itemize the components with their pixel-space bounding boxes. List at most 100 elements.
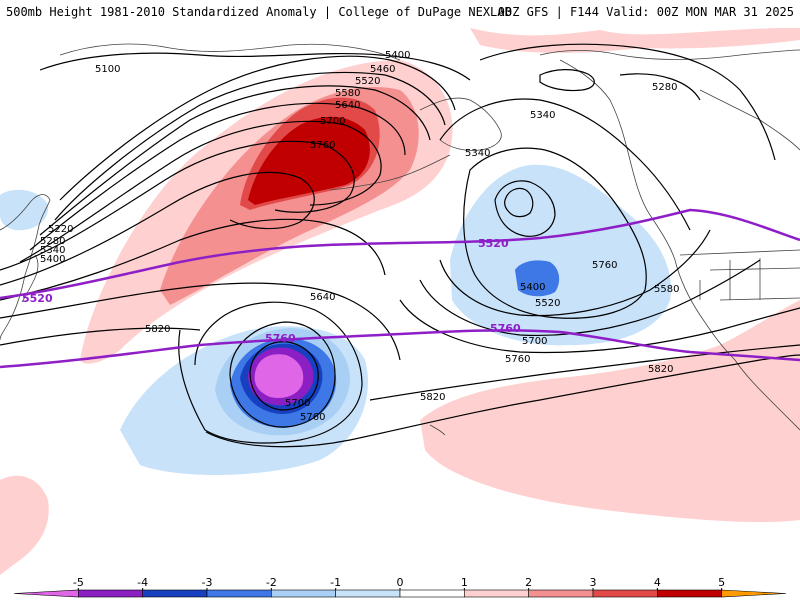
border-states	[679, 249, 800, 301]
highlight-contour-5520	[0, 208, 800, 300]
highlight-label: 5760	[490, 322, 521, 335]
colorbar-swatch	[464, 589, 529, 598]
height-contour-labels: 5100 5400 5460 5520 5580 5640 5700 5760 …	[40, 50, 679, 423]
contour-label: 5760	[310, 140, 335, 151]
map-panel[interactable]: 5100 5400 5460 5520 5580 5640 5700 5760 …	[0, 24, 800, 576]
colorbar-tick-label: 3	[590, 576, 597, 589]
contour-label: 5640	[335, 100, 360, 111]
contour-label: 5100	[95, 64, 120, 75]
contour-label: 5340	[530, 110, 555, 121]
height-contour	[54, 71, 446, 221]
height-contour	[39, 85, 431, 236]
contour-label: 5520	[535, 298, 560, 309]
height-contour	[504, 187, 534, 218]
contour-label: 5340	[40, 245, 65, 256]
height-contour	[494, 180, 556, 237]
highlight-label: 5760	[265, 332, 296, 345]
height-contour	[0, 140, 355, 271]
coastline-greenland	[699, 89, 800, 151]
height-contour	[205, 354, 800, 448]
colorbar-swatch	[271, 589, 336, 598]
positive-anomaly-region	[420, 300, 800, 523]
colorbar-swatch	[721, 589, 787, 598]
contour-label: 5640	[310, 292, 335, 303]
negative-anomaly-region	[254, 354, 304, 398]
height-contour	[479, 43, 776, 161]
contour-label: 5340	[465, 148, 490, 159]
height-contour	[249, 341, 319, 411]
colorbar-tick-label: -1	[330, 576, 341, 589]
height-contour	[178, 301, 363, 444]
colorbar-swatch	[206, 589, 272, 598]
colorbar-swatch	[142, 589, 208, 598]
positive-anomaly-region	[248, 116, 370, 205]
colorbar-tick-label: 0	[397, 576, 404, 589]
coastline-alaska	[419, 97, 502, 151]
anomaly-shading	[0, 28, 800, 575]
height-contour	[439, 229, 711, 317]
height-contour	[29, 102, 406, 251]
contour-label: 5760	[300, 412, 325, 423]
coastline-asia	[0, 194, 51, 341]
highlight-contours	[0, 208, 800, 369]
colorbar-tick-label: 1	[461, 576, 468, 589]
run-info: 00Z GFS | F144 Valid: 00Z MON MAR 31 202…	[497, 5, 794, 19]
height-contours	[0, 43, 800, 448]
colorbar-swatch	[335, 589, 401, 598]
contour-label: 5580	[335, 88, 360, 99]
header: 500mb Height 1981-2010 Standardized Anom…	[0, 0, 800, 24]
map-svg: 5100 5400 5460 5520 5580 5640 5700 5760 …	[0, 28, 800, 575]
height-contour	[419, 259, 761, 336]
contour-label: 5580	[654, 284, 679, 295]
height-contour	[0, 171, 315, 286]
map-title: 500mb Height 1981-2010 Standardized Anom…	[6, 5, 512, 19]
contour-label: 5280	[40, 236, 65, 247]
contour-label: 5760	[592, 260, 617, 271]
contour-label: 5460	[370, 64, 395, 75]
colorbar-tick-label: -2	[266, 576, 277, 589]
coastline-asia	[21, 254, 39, 303]
height-contour	[19, 120, 382, 263]
colorbar-tick-label: 5	[718, 576, 725, 589]
contour-label: 5700	[522, 336, 547, 347]
height-contour	[59, 55, 456, 201]
contour-label: 5220	[48, 224, 73, 235]
colorbar-tick-label: 4	[654, 576, 661, 589]
coastline-canada	[559, 59, 800, 431]
colorbar-swatch	[657, 589, 722, 598]
height-contour	[399, 299, 800, 354]
contour-label: 5520	[355, 76, 380, 87]
contour-label: 5760	[505, 354, 530, 365]
height-contour	[539, 69, 595, 92]
colorbar-swatch	[399, 589, 465, 598]
coastline-na-north	[539, 49, 800, 60]
colorbar-swatch	[78, 589, 143, 598]
colorbar-svg: -5 -4 -3 -2 -1 0 1 2 3 4 5	[13, 576, 787, 598]
contour-label: 5400	[40, 254, 65, 265]
height-contour	[439, 98, 691, 231]
contour-label: 5820	[648, 364, 673, 375]
contour-label: 5400	[520, 282, 545, 293]
contour-label: 5820	[420, 392, 445, 403]
colorbar-tick-label: 2	[525, 576, 532, 589]
colorbar-swatch	[592, 589, 658, 598]
height-contour	[619, 73, 701, 101]
colorbar-swatch	[13, 589, 79, 598]
height-contour	[463, 147, 647, 319]
contour-label: 5700	[320, 116, 345, 127]
contour-label: 5700	[285, 398, 310, 409]
highlight-label: 5520	[22, 292, 53, 305]
coastline-aleutians	[329, 154, 451, 191]
coastline-arctic	[59, 43, 401, 61]
colorbar-tick-label: -4	[137, 576, 148, 589]
positive-anomaly-region	[0, 475, 49, 575]
negative-anomaly-region	[450, 164, 671, 346]
colorbar: -5 -4 -3 -2 -1 0 1 2 3 4 5	[0, 576, 800, 600]
height-contour	[0, 327, 201, 346]
contour-label: 5820	[145, 324, 170, 335]
highlight-contour-labels: 5520 5520 5760 5760	[22, 237, 521, 345]
coastline-hawaii	[429, 424, 446, 436]
height-contour	[39, 52, 471, 81]
height-contour	[369, 344, 800, 401]
height-contour	[0, 218, 386, 301]
